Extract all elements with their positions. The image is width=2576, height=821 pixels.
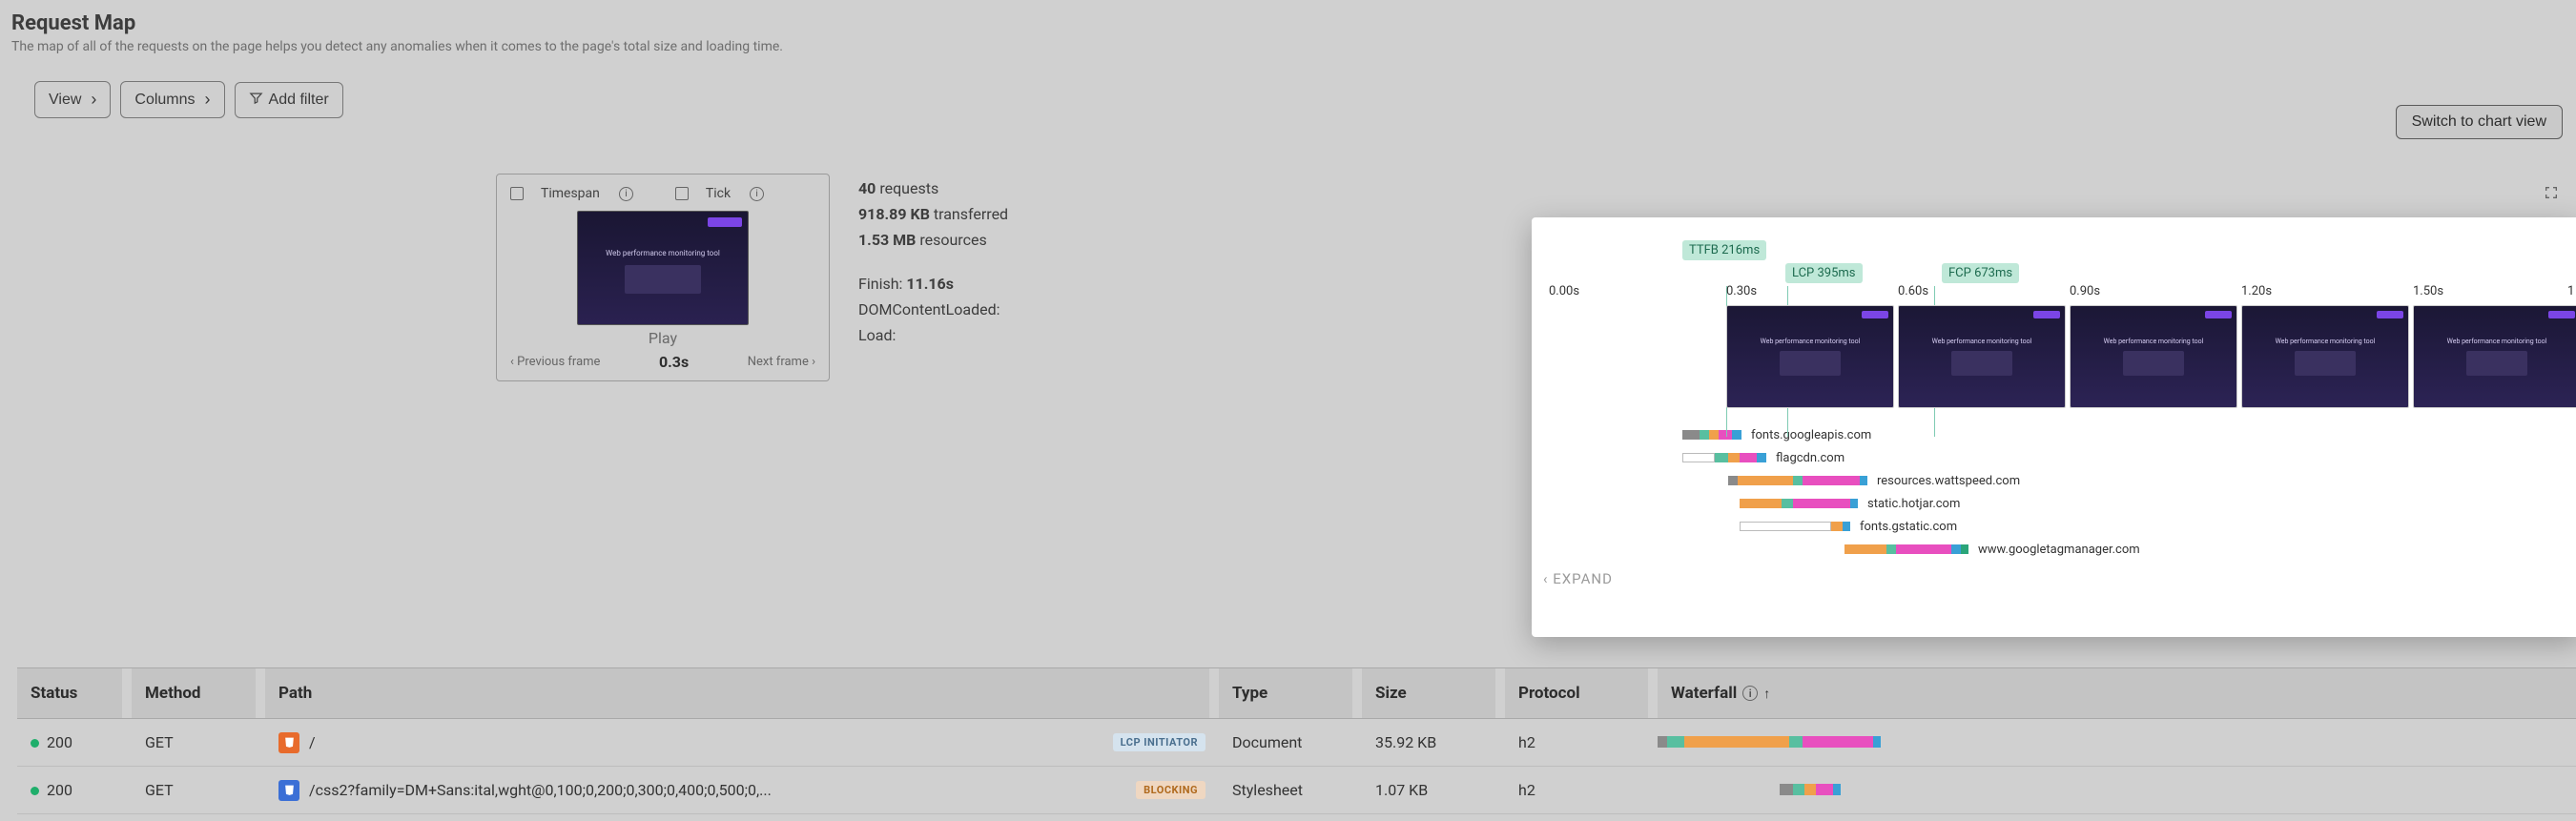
filmstrip: Web performance monitoring toolWeb perfo… xyxy=(1549,305,2564,410)
timespan-label: Timespan xyxy=(541,186,600,201)
host-row: resources.wattspeed.com xyxy=(1549,469,2564,492)
cell-status: 200 xyxy=(17,733,132,751)
request-tag: LCP INITIATOR xyxy=(1113,733,1206,751)
filmstrip-frame[interactable]: Web performance monitoring tool xyxy=(1898,305,2066,408)
current-frame-time: 0.3s xyxy=(659,353,689,371)
host-label: resources.wattspeed.com xyxy=(1877,474,2020,488)
tick-label: 0.60s xyxy=(1898,284,1928,298)
tick-label: Tick xyxy=(706,186,731,201)
filmstrip-frame[interactable]: Web performance monitoring tool xyxy=(2070,305,2237,408)
info-icon[interactable]: i xyxy=(619,187,633,201)
host-label: fonts.gstatic.com xyxy=(1860,520,1957,534)
col-protocol[interactable]: Protocol xyxy=(1505,668,1658,718)
col-path[interactable]: Path xyxy=(265,668,1219,718)
info-icon[interactable]: i xyxy=(1742,686,1758,701)
fcp-badge: FCP 673ms xyxy=(1942,263,2019,283)
next-frame-button[interactable]: Next frame › xyxy=(748,355,815,369)
request-tag: BLOCKING xyxy=(1136,781,1206,799)
filmstrip-frame[interactable]: Web performance monitoring tool xyxy=(2241,305,2409,408)
host-waterfall: fonts.googleapis.com flagcdn.com resources… xyxy=(1549,423,2564,561)
cell-protocol: h2 xyxy=(1505,781,1658,799)
cell-waterfall xyxy=(1658,767,2573,813)
prev-frame-button[interactable]: ‹ Previous frame xyxy=(510,355,600,369)
timeline-ticks: 0.00s0.30s0.60s0.90s1.20s1.50s1 xyxy=(1549,284,2564,301)
host-row: www.googletagmanager.com xyxy=(1549,538,2564,561)
tick-label: 1.50s xyxy=(2413,284,2443,298)
host-row: static.hotjar.com xyxy=(1549,492,2564,515)
cell-size: 35.92 KB xyxy=(1362,733,1505,751)
col-status[interactable]: Status xyxy=(17,668,132,718)
table-row[interactable]: 200GET/LCP INITIATORDocument35.92 KBh2 xyxy=(17,719,2576,767)
cell-path: /css2?family=DM+Sans:ital,wght@0,100;0,2… xyxy=(265,780,1219,801)
cell-status: 200 xyxy=(17,781,132,799)
toolbar: View Columns Add filter xyxy=(0,58,2576,118)
tick-label: 0.30s xyxy=(1726,284,1757,298)
tick-label: 1.20s xyxy=(2241,284,2272,298)
filter-icon xyxy=(249,91,263,110)
table-row[interactable]: 200GET/css2?family=DM+Sans:ital,wght@0,1… xyxy=(17,767,2576,814)
host-label: fonts.googleapis.com xyxy=(1751,428,1871,442)
host-row: flagcdn.com xyxy=(1549,446,2564,469)
timespan-checkbox[interactable] xyxy=(510,187,524,200)
col-waterfall[interactable]: Waterfall i ↑ xyxy=(1658,668,2573,718)
filmstrip-player: Timespan i Tick i Web performance monito… xyxy=(496,174,830,381)
page-title: Request Map xyxy=(11,11,2565,35)
filmstrip-frame[interactable]: Web performance monitoring tool xyxy=(1726,305,1894,408)
host-label: www.googletagmanager.com xyxy=(1978,543,2140,557)
cell-size: 1.07 KB xyxy=(1362,781,1505,799)
html-icon xyxy=(278,732,299,753)
info-icon[interactable]: i xyxy=(750,187,764,201)
cell-path: /LCP INITIATOR xyxy=(265,732,1219,753)
cell-method: GET xyxy=(132,733,265,751)
table-header: Status Method Path Type Size Protocol Wa… xyxy=(17,667,2576,719)
page-subtitle: The map of all of the requests on the pa… xyxy=(11,39,2565,54)
host-label: flagcdn.com xyxy=(1776,451,1844,465)
requests-table: Status Method Path Type Size Protocol Wa… xyxy=(17,667,2576,814)
timeline-popover: TTFB 216ms LCP 395ms FCP 673ms 0.00s 0.30… xyxy=(1532,217,2576,637)
col-type[interactable]: Type xyxy=(1219,668,1362,718)
tick-label: 1 xyxy=(2567,284,2574,298)
view-dropdown[interactable]: View xyxy=(34,81,111,118)
tick-checkbox[interactable] xyxy=(675,187,689,200)
add-filter-label: Add filter xyxy=(269,92,329,109)
switch-chart-view-button[interactable]: Switch to chart view xyxy=(2396,105,2563,139)
lcp-badge: LCP 395ms xyxy=(1785,263,1863,283)
css-icon xyxy=(278,780,299,801)
status-dot xyxy=(31,787,39,795)
ttfb-badge: TTFB 216ms xyxy=(1682,240,1766,260)
summary-stats: 40 requests 918.89 KB transferred 1.53 M… xyxy=(858,174,1008,381)
frame-thumbnail: Web performance monitoring tool xyxy=(577,211,749,325)
tick-label: 0.90s xyxy=(2070,284,2100,298)
tick-label: 0.00s xyxy=(1549,284,1579,298)
host-row: fonts.gstatic.com xyxy=(1549,515,2564,538)
fullscreen-icon[interactable] xyxy=(2544,185,2559,204)
play-button[interactable]: Play xyxy=(510,329,815,347)
col-method[interactable]: Method xyxy=(132,668,265,718)
col-size[interactable]: Size xyxy=(1362,668,1505,718)
host-label: static.hotjar.com xyxy=(1867,497,1960,511)
status-dot xyxy=(31,739,39,748)
sort-asc-icon: ↑ xyxy=(1763,686,1770,702)
expand-button[interactable]: EXPAND xyxy=(1543,570,1613,587)
cell-protocol: h2 xyxy=(1505,733,1658,751)
cell-type: Stylesheet xyxy=(1219,781,1362,799)
add-filter-button[interactable]: Add filter xyxy=(235,82,343,118)
columns-dropdown[interactable]: Columns xyxy=(120,81,224,118)
cell-waterfall xyxy=(1658,719,2573,766)
filmstrip-frame[interactable]: Web performance monitoring tool xyxy=(2413,305,2576,408)
host-row: fonts.googleapis.com xyxy=(1549,423,2564,446)
cell-method: GET xyxy=(132,781,265,799)
cell-type: Document xyxy=(1219,733,1362,751)
